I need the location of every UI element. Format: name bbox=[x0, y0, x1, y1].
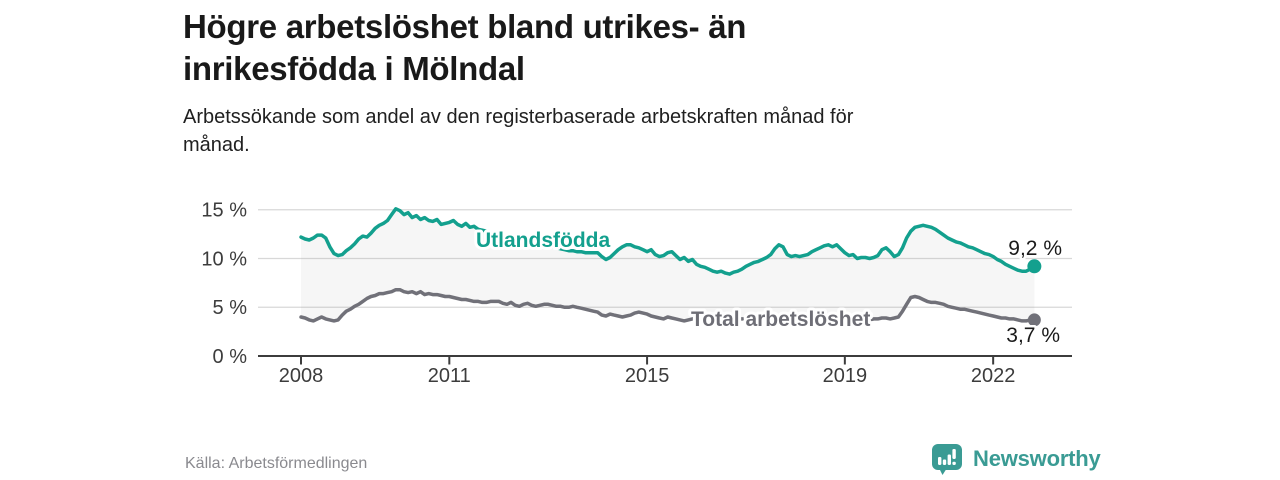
newsworthy-bubble-chart-icon bbox=[932, 444, 962, 475]
y-tick-label: 5 % bbox=[213, 297, 248, 319]
x-tick-label: 2015 bbox=[625, 365, 670, 387]
area-between-series bbox=[301, 208, 1035, 322]
x-tick-label: 2011 bbox=[428, 365, 471, 387]
newsworthy-wordmark: Newsworthy bbox=[973, 446, 1101, 471]
y-tick-label: 10 % bbox=[201, 249, 247, 271]
page-title-line2: inrikesfödda i Mölndal bbox=[183, 50, 525, 87]
x-tick-label: 2019 bbox=[823, 365, 868, 387]
line-chart: 15 % 10 % 5 % 0 % 2008 2011 2015 2019 2022 U… bbox=[170, 185, 1090, 400]
series-endpoint-total bbox=[1027, 313, 1041, 327]
page-title: Högre arbetslöshet bland utrikes- än inr… bbox=[183, 6, 1083, 90]
series-line-utlandsfodda bbox=[299, 207, 1037, 276]
chart-subtitle-line2: månad. bbox=[183, 134, 250, 156]
series-label-utlandsfodda: Utlandsfödda bbox=[476, 229, 610, 252]
end-value-label-total: 3,7 % bbox=[1006, 324, 1060, 347]
x-axis-tick-labels: 2008 2011 2015 2019 2022 bbox=[279, 365, 1016, 387]
newsworthy-logo: Newsworthy bbox=[930, 442, 1101, 476]
chart-canvas: 15 % 10 % 5 % 0 % 2008 2011 2015 2019 2022 U… bbox=[201, 200, 1072, 387]
source-attribution: Källa: Arbetsförmedlingen bbox=[185, 455, 368, 472]
x-tick-label: 2008 bbox=[279, 365, 324, 387]
y-tick-label: 15 % bbox=[201, 200, 247, 222]
chart-subtitle-line1: Arbetssökande som andel av den registerb… bbox=[183, 106, 854, 128]
chart-subtitle: Arbetssökande som andel av den registerb… bbox=[183, 103, 1063, 159]
end-value-label-utlandsfodda: 9,2 % bbox=[1008, 237, 1062, 260]
page-title-line1: Högre arbetslöshet bland utrikes- än bbox=[183, 8, 747, 45]
y-axis-labels: 15 % 10 % 5 % 0 % bbox=[201, 200, 247, 369]
y-tick-label: 0 % bbox=[213, 346, 248, 368]
series-line-total bbox=[299, 287, 1037, 324]
x-axis bbox=[258, 355, 1072, 365]
x-tick-label: 2022 bbox=[971, 365, 1016, 387]
series-label-total: Total arbetslöshet bbox=[691, 308, 870, 331]
series-endpoint-utlandsfodda bbox=[1027, 259, 1042, 274]
